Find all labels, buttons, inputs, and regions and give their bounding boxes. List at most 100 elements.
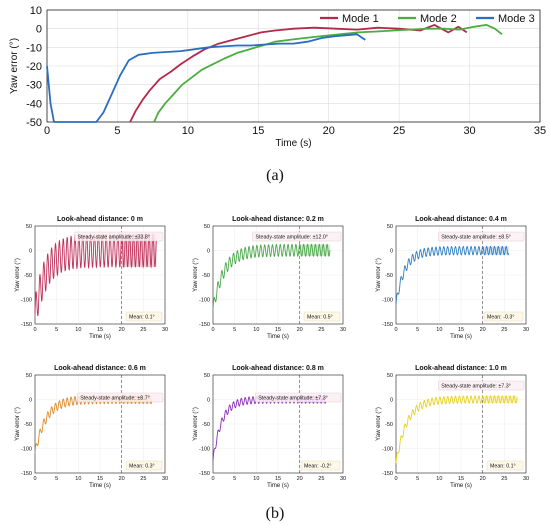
x-tick-label: 10 <box>75 476 81 482</box>
panel-title: Look-ahead distance: 0 m <box>57 216 143 223</box>
series-line <box>212 243 331 310</box>
y-tick-label: -50 <box>385 273 393 279</box>
x-tick-label: 30 <box>162 327 168 333</box>
x-tick-label: 30 <box>340 476 346 482</box>
x-tick-label: 20 <box>297 476 303 482</box>
x-tick-label: 0 <box>211 327 214 333</box>
panel-b-3: Look-ahead distance: 0.4 m 0 5 10 15 20 25 30 50… <box>376 216 529 340</box>
y-tick-label: -100 <box>382 298 393 304</box>
x-tick-label: 15 <box>275 327 281 333</box>
x-axis-label: Time (s) <box>89 483 111 489</box>
x-tick-label: 10 <box>436 476 442 482</box>
x-tick-label: 25 <box>140 327 146 333</box>
steady-state-annotation: Steady-state amplitude: ±33.8° <box>74 231 164 242</box>
x-axis-label: Time (s) <box>267 483 289 489</box>
y-tick-label: -50 <box>24 422 32 428</box>
x-tick-label: 15 <box>97 476 103 482</box>
x-tick-label: 0 <box>33 327 36 333</box>
y-tick-label: -150 <box>382 471 393 477</box>
annotation-box <box>125 311 163 322</box>
mean-label: Mean: 0.5° <box>307 315 333 321</box>
y-tick-label: -150 <box>382 322 393 328</box>
y-tick-label: 0 <box>207 398 210 404</box>
x-tick-label: 5 <box>55 476 58 482</box>
y-tick-label: 10 <box>30 5 42 17</box>
x-tick-label: 15 <box>275 476 281 482</box>
mean-annotation: Mean: 0.1° <box>125 311 163 322</box>
y-tick-label: 0 <box>29 398 32 404</box>
series-line <box>395 395 518 464</box>
x-tick-label: 5 <box>233 327 236 333</box>
panel-a: 0 5 10 15 20 25 30 35 10 0 -10 -20 -30 -40 -50 Time (s)… <box>9 5 546 149</box>
x-tick-label: 5 <box>55 327 58 333</box>
steady-state-annotation: Steady-state amplitude: ±8.5° <box>438 231 525 242</box>
mean-label: Mean: 0.1° <box>129 315 155 321</box>
series-line <box>395 245 510 305</box>
steady-state-label: Steady-state amplitude: ±12.0° <box>256 235 328 241</box>
annotation-box <box>74 231 164 242</box>
mean-label: Mean: -0.2° <box>304 464 331 470</box>
y-tick-label: 0 <box>390 398 393 404</box>
panel-b-2: Look-ahead distance: 0.2 m 0 5 10 15 20 25 30 50… <box>193 216 346 340</box>
x-tick-label: 20 <box>480 476 486 482</box>
x-tick-label: 15 <box>252 125 264 137</box>
x-tick-label: 20 <box>297 327 303 333</box>
y-tick-label: -100 <box>199 298 210 304</box>
x-tick-label: 10 <box>253 327 259 333</box>
y-axis-label: Yaw error (°) <box>9 38 20 94</box>
mean-label: Mean: 0.1° <box>490 464 516 470</box>
annotation-box <box>486 460 524 471</box>
x-axis-label: Time (s) <box>267 334 289 340</box>
x-tick-label: 0 <box>394 476 397 482</box>
steady-state-annotation: Steady-state amplitude: ±7.3° <box>255 392 342 403</box>
x-tick-label: 10 <box>182 125 194 137</box>
annotation-box <box>252 231 342 242</box>
x-axis-label: Time (s) <box>89 334 111 340</box>
panel-b-6: Look-ahead distance: 1.0 m 0 5 10 15 20 25 30 50… <box>376 365 529 489</box>
series-line-1 <box>129 24 468 123</box>
steady-state-label: Steady-state amplitude: ±7.3° <box>258 396 328 402</box>
x-tick-label: 25 <box>393 125 405 137</box>
annotation-box <box>300 460 341 471</box>
series-line-3 <box>46 33 366 123</box>
mean-annotation: Mean: 0.5° <box>303 311 341 322</box>
annotation-box <box>77 392 164 403</box>
y-tick-label: 0 <box>36 24 42 36</box>
x-tick-label: 5 <box>114 125 120 137</box>
x-tick-label: 5 <box>416 476 419 482</box>
y-tick-label: -150 <box>21 322 32 328</box>
y-tick-label: -50 <box>385 422 393 428</box>
y-tick-label: 0 <box>390 249 393 255</box>
mean-label: Mean: -0.3° <box>487 315 514 321</box>
panel-b-1: Look-ahead distance: 0 m0 5 10 15 20 25 30500-… <box>15 216 168 340</box>
x-tick-label: 0 <box>394 327 397 333</box>
y-tick-label: -50 <box>202 273 210 279</box>
x-tick-label: 15 <box>458 327 464 333</box>
y-axis-label: Yaw error (°) <box>193 407 199 441</box>
steady-state-label: Steady-state amplitude: ±8.7° <box>80 396 150 402</box>
y-tick-label: -100 <box>21 298 32 304</box>
x-tick-label: 25 <box>318 476 324 482</box>
caption-a: (a) <box>266 167 284 184</box>
y-tick-label: -100 <box>21 447 32 453</box>
caption-b: (b) <box>266 505 285 522</box>
x-tick-label: 0 <box>44 125 50 137</box>
y-tick-label: 50 <box>26 224 32 230</box>
y-axis-label: Yaw error (°) <box>376 407 382 441</box>
legend-label: Mode 2 <box>420 13 457 25</box>
y-tick-label: 0 <box>29 249 32 255</box>
panel-title: Look-ahead distance: 0.6 m <box>54 365 146 372</box>
steady-state-band <box>482 395 518 404</box>
y-tick-label: -150 <box>199 322 210 328</box>
x-tick-label: 0 <box>211 476 214 482</box>
plot-frame <box>395 374 527 474</box>
annotation-box <box>255 392 342 403</box>
annotation-box <box>303 311 341 322</box>
x-tick-label: 30 <box>162 476 168 482</box>
y-tick-label: -30 <box>26 80 42 92</box>
plot-frame <box>212 374 344 474</box>
steady-state-annotation: Steady-state amplitude: ±12.0° <box>252 231 342 242</box>
x-tick-label: 30 <box>340 327 346 333</box>
mean-annotation: Mean: -0.3° <box>483 311 524 322</box>
plot-frame <box>34 374 166 474</box>
